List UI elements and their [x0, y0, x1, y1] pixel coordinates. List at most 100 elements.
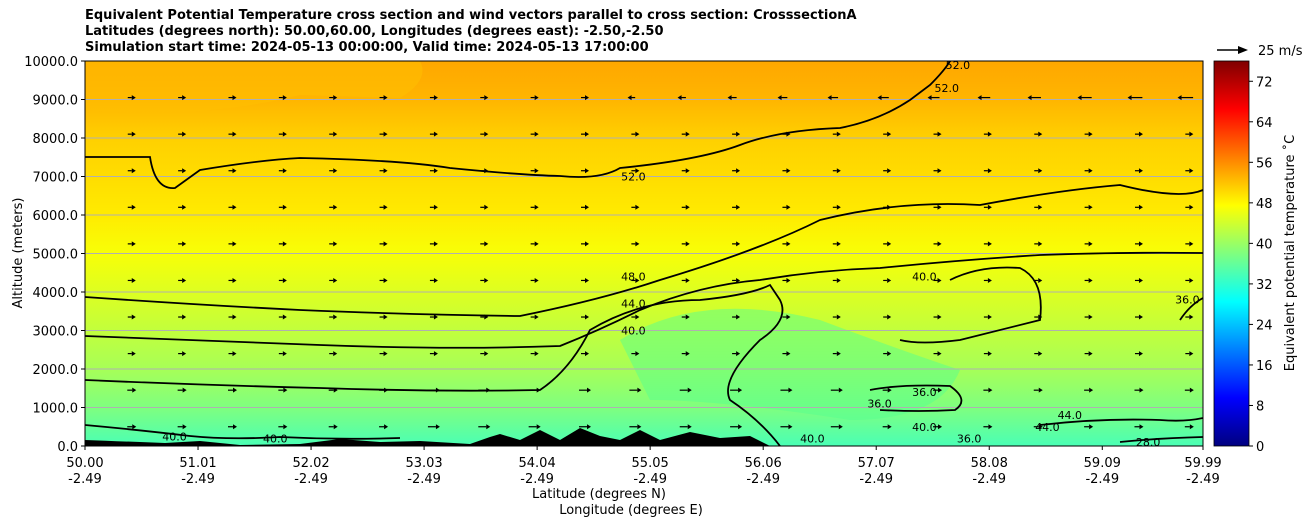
contour-40-upper — [85, 283, 784, 446]
wind-vector-head — [1138, 241, 1143, 247]
contour-44-low — [1039, 417, 1203, 426]
wind-vector-head — [786, 314, 791, 320]
wind-vector-head — [232, 241, 237, 247]
wind-vector-head — [132, 424, 137, 430]
wind-vector-head — [687, 387, 692, 393]
wind-vector-head — [282, 314, 287, 320]
wind-vector-head — [887, 424, 892, 430]
wind-vector-head — [635, 241, 640, 247]
wind-vector-head — [927, 95, 932, 101]
wind-vector-head — [1189, 168, 1194, 174]
wind-vector-head — [887, 241, 892, 247]
wind-vector-head — [282, 241, 287, 247]
wind-vector-head — [1077, 95, 1082, 101]
wind-vector-head — [232, 204, 237, 210]
wind-vector-head — [182, 168, 187, 174]
wind-vector-head — [383, 168, 388, 174]
wind-vector-head — [736, 277, 741, 283]
wind-key: 25 m/s — [1217, 44, 1303, 59]
contour-lines — [85, 61, 1203, 446]
wind-vector-head — [1038, 314, 1043, 320]
wind-vector-head — [433, 204, 438, 210]
wind-vector-head — [887, 387, 892, 393]
x-tick-label-lat: 59.09 — [1084, 456, 1121, 471]
grid-lines — [85, 99, 1203, 408]
x-tick-label-lon: -2.49 — [746, 472, 780, 487]
wind-vector-head — [435, 424, 440, 430]
x-tick-label-lon: -2.49 — [181, 472, 215, 487]
contour-label: 36.0 — [1175, 294, 1200, 307]
wind-vector-head — [1038, 241, 1043, 247]
wind-vector-head — [1189, 241, 1194, 247]
wind-key-label: 25 m/s — [1258, 44, 1303, 59]
wind-vector-head — [738, 387, 743, 393]
wind-vector-head — [938, 387, 943, 393]
wind-vector-head — [635, 168, 640, 174]
wind-vector-head — [937, 131, 942, 137]
x-tick-label-lon: -2.49 — [972, 472, 1006, 487]
wind-vector-head — [937, 314, 942, 320]
colorbar-tick-label: 48 — [1256, 197, 1273, 212]
wind-vector-head — [736, 204, 741, 210]
wind-vector-head — [433, 314, 438, 320]
wind-vector-head — [736, 314, 741, 320]
wind-vector-head — [534, 277, 539, 283]
wind-vector-head — [1038, 168, 1043, 174]
x-tick-label-lon: -2.49 — [1186, 472, 1220, 487]
wind-vector-head — [333, 351, 338, 357]
wind-vector-head — [484, 314, 489, 320]
wind-vector-head — [836, 168, 841, 174]
y-tick-label: 10000.0 — [24, 55, 78, 70]
wind-vector-head — [232, 95, 237, 101]
wind-vector-head — [937, 168, 942, 174]
colorbar-tick-label: 24 — [1256, 318, 1273, 333]
wind-vector-head — [536, 424, 541, 430]
wind-vector-head — [1189, 424, 1194, 430]
contour-52 — [85, 61, 951, 189]
wind-vector-head — [534, 131, 539, 137]
wind-vector-head — [987, 314, 992, 320]
x-axis-label-longitude: Longitude (degrees E) — [559, 503, 703, 518]
wind-vector-head — [987, 277, 992, 283]
wind-vector-head — [877, 95, 882, 101]
wind-vector-head — [627, 95, 632, 101]
contour-label: 40.0 — [263, 432, 288, 445]
wind-vector-head — [433, 277, 438, 283]
wind-vector-head — [1127, 95, 1132, 101]
wind-vector-head — [685, 351, 690, 357]
x-tick-label-lat: 54.04 — [519, 456, 556, 471]
wind-vector-head — [1139, 387, 1144, 393]
wind-vector-head — [585, 241, 590, 247]
contour-label: 52.0 — [621, 171, 646, 184]
wind-vector-head — [333, 168, 338, 174]
wind-vector-head — [333, 204, 338, 210]
wind-vector-head — [131, 277, 136, 283]
wind-vector-head — [383, 131, 388, 137]
wind-vector-head — [131, 168, 136, 174]
wind-vector-head — [786, 241, 791, 247]
wind-vector-head — [131, 204, 136, 210]
wind-vector-head — [788, 424, 793, 430]
wind-vector-head — [333, 241, 338, 247]
wind-vector-head — [637, 387, 642, 393]
wind-vector-head — [1038, 204, 1043, 210]
wind-vector-head — [887, 131, 892, 137]
wind-vector-head — [182, 387, 187, 393]
wind-vector-head — [786, 204, 791, 210]
wind-vector-head — [131, 131, 136, 137]
wind-vector-head — [1138, 314, 1143, 320]
wind-vector-head — [484, 351, 489, 357]
contour-36 — [869, 384, 963, 412]
y-tick-label: 3000.0 — [33, 325, 79, 340]
wind-vector-head — [987, 204, 992, 210]
wind-vector-head — [182, 277, 187, 283]
contour-36-right — [1179, 297, 1203, 321]
wind-vector-head — [736, 351, 741, 357]
wind-vector-head — [282, 95, 287, 101]
wind-vector-head — [433, 95, 438, 101]
wind-vector-head — [384, 387, 389, 393]
wind-vector-head — [333, 277, 338, 283]
wind-vector-head — [435, 387, 440, 393]
wind-vector-head — [585, 314, 590, 320]
wind-vector-head — [486, 387, 491, 393]
